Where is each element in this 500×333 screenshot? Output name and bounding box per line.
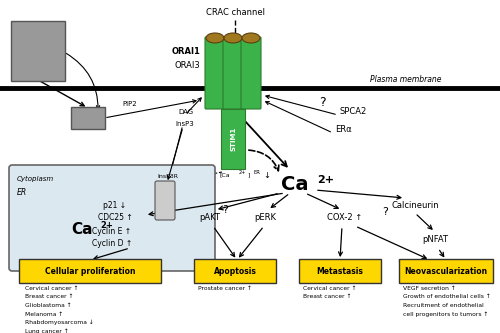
Text: Breast cancer ↑: Breast cancer ↑ xyxy=(25,294,74,299)
Text: Rhabdomyosarcoma ↓: Rhabdomyosarcoma ↓ xyxy=(25,320,94,325)
Text: Cellular proliferation: Cellular proliferation xyxy=(45,266,135,275)
Text: ER: ER xyxy=(17,188,27,197)
Text: ?: ? xyxy=(397,260,403,270)
Text: 2+: 2+ xyxy=(239,170,246,175)
Text: Lung cancer ↑: Lung cancer ↑ xyxy=(25,328,69,333)
Text: Cyclin D ↑: Cyclin D ↑ xyxy=(92,239,132,248)
Text: 2+: 2+ xyxy=(100,220,113,229)
Text: PIP2: PIP2 xyxy=(122,101,138,107)
Text: Melanoma ↑: Melanoma ↑ xyxy=(25,311,63,316)
Text: Histamine: Histamine xyxy=(22,30,54,35)
Text: Recruitment of endothelial: Recruitment of endothelial xyxy=(403,303,484,308)
Text: SPCA2: SPCA2 xyxy=(340,108,367,117)
Text: COX-2 ↑: COX-2 ↑ xyxy=(328,213,362,222)
Text: Neovascularization: Neovascularization xyxy=(404,266,487,275)
Text: Cervical cancer ↑: Cervical cancer ↑ xyxy=(303,286,356,291)
Text: ↓: ↓ xyxy=(263,170,270,179)
Text: pAKT: pAKT xyxy=(200,213,220,222)
Text: pNFAT: pNFAT xyxy=(422,235,448,244)
Text: Calcineurin: Calcineurin xyxy=(391,200,439,209)
FancyBboxPatch shape xyxy=(155,181,175,220)
FancyBboxPatch shape xyxy=(399,259,493,283)
Text: ?: ? xyxy=(382,207,388,217)
FancyBboxPatch shape xyxy=(194,259,276,283)
Text: Glioblastoma ↑: Glioblastoma ↑ xyxy=(25,303,72,308)
FancyBboxPatch shape xyxy=(299,259,381,283)
Text: EGF: EGF xyxy=(32,41,44,46)
Text: [Ca: [Ca xyxy=(220,172,230,177)
FancyBboxPatch shape xyxy=(241,37,261,109)
Text: STIM1: STIM1 xyxy=(230,127,236,151)
Text: Apoptosis: Apoptosis xyxy=(214,266,256,275)
Text: Breast cancer ↑: Breast cancer ↑ xyxy=(303,294,352,299)
FancyBboxPatch shape xyxy=(11,21,65,81)
Text: InsP3R: InsP3R xyxy=(157,174,178,179)
Text: cell progenitors to tumors ↑: cell progenitors to tumors ↑ xyxy=(403,311,488,317)
Text: Ca: Ca xyxy=(72,222,93,237)
Text: Growth of endothelial cells ↑: Growth of endothelial cells ↑ xyxy=(403,294,491,299)
Text: Cervical cancer ↑: Cervical cancer ↑ xyxy=(25,286,78,291)
Ellipse shape xyxy=(206,33,224,43)
FancyBboxPatch shape xyxy=(221,109,245,169)
Text: DAG: DAG xyxy=(178,109,193,115)
Text: VEGF: VEGF xyxy=(30,52,46,57)
Text: Plasma membrane: Plasma membrane xyxy=(370,75,442,84)
Text: VEGF secretion ↑: VEGF secretion ↑ xyxy=(403,286,456,291)
Text: Ca: Ca xyxy=(281,175,309,194)
Text: ER: ER xyxy=(253,170,260,175)
Text: pERK: pERK xyxy=(254,213,276,222)
Text: 2+: 2+ xyxy=(317,175,334,185)
Text: ORAI1: ORAI1 xyxy=(171,48,200,57)
Text: p21 ↓: p21 ↓ xyxy=(104,200,126,209)
Text: CRAC channel: CRAC channel xyxy=(206,8,264,17)
Text: ?: ? xyxy=(318,97,326,110)
FancyBboxPatch shape xyxy=(205,37,225,109)
Text: InsP3: InsP3 xyxy=(175,121,194,127)
FancyBboxPatch shape xyxy=(223,37,243,109)
FancyBboxPatch shape xyxy=(71,107,105,129)
Text: ?: ? xyxy=(222,205,228,215)
Ellipse shape xyxy=(242,33,260,43)
Text: CDC25 ↑: CDC25 ↑ xyxy=(98,213,132,222)
Text: Cyclin E ↑: Cyclin E ↑ xyxy=(92,226,132,235)
FancyBboxPatch shape xyxy=(19,259,161,283)
Text: ERα: ERα xyxy=(335,126,351,135)
Text: Metastasis: Metastasis xyxy=(316,266,364,275)
Text: ORAI3: ORAI3 xyxy=(174,62,200,71)
Text: Prostate cancer ↑: Prostate cancer ↑ xyxy=(198,286,252,291)
Text: PLC: PLC xyxy=(80,114,96,123)
Text: Cytoplasm: Cytoplasm xyxy=(17,176,54,182)
Text: SFRP2: SFRP2 xyxy=(28,63,48,68)
FancyBboxPatch shape xyxy=(9,165,215,271)
Text: ]: ] xyxy=(247,172,250,177)
Ellipse shape xyxy=(224,33,242,43)
